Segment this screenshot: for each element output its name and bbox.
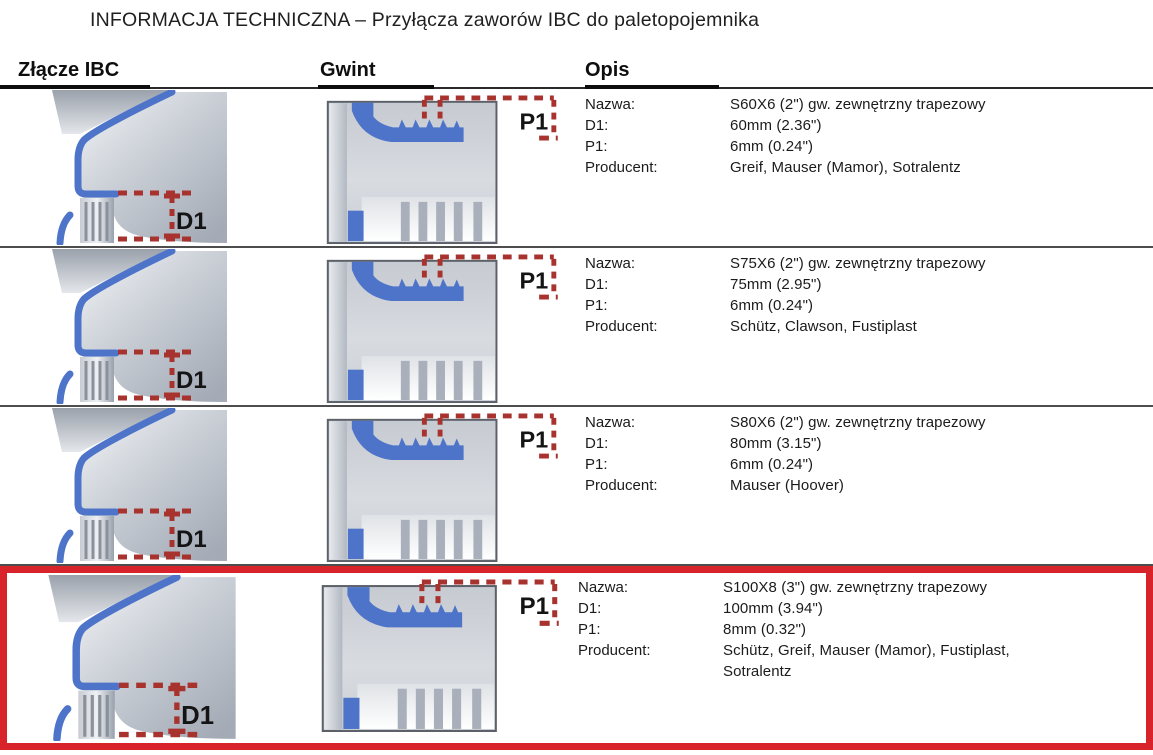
field-label-d1: D1: (585, 117, 609, 134)
field-label-producent: Producent: (585, 477, 658, 494)
field-value-producent: Schütz, Greif, Mauser (Mamor), Fustiplas… (723, 642, 1010, 680)
field-value-producent: Mauser (Hoover) (730, 477, 845, 494)
thread-drawing (326, 411, 562, 563)
field-label-nazwa: Nazwa: (578, 579, 629, 596)
field-label-p1: P1: (578, 621, 601, 638)
description-block: Nazwa: S60X6 (2") gw. zewnętrzny trapezow… (585, 94, 1145, 178)
field-value-nazwa: S80X6 (2") gw. zewnętrzny trapezowy (730, 414, 986, 431)
field-value-p1: 6mm (0.24") (730, 456, 814, 473)
column-header-zlacze-ibc: Złącze IBC (18, 59, 120, 81)
field-value-d1: 75mm (2.95") (730, 276, 822, 293)
header-rule (0, 87, 1153, 89)
field-value-d1: 80mm (3.15") (730, 435, 822, 452)
description-block: Nazwa: S100X8 (3") gw. zewnętrzny trapezo… (578, 577, 1138, 682)
thread-drawing (326, 252, 562, 404)
field-value-nazwa: S60X6 (2") gw. zewnętrzny trapezowy (730, 96, 986, 113)
field-value-p1: 6mm (0.24") (730, 297, 814, 314)
ibc-connector-drawing (22, 90, 227, 245)
ibc-connector-drawing (22, 408, 227, 563)
field-value-producent: Schütz, Clawson, Fustiplast (730, 318, 917, 335)
field-label-d1: D1: (585, 435, 609, 452)
column-header-gwint: Gwint (320, 59, 376, 81)
field-label-p1: P1: (585, 456, 608, 473)
field-label-nazwa: Nazwa: (585, 255, 636, 272)
field-value-d1: 100mm (3.94") (723, 600, 823, 617)
header-rule-segment (318, 85, 434, 89)
table-row: Nazwa: S75X6 (2") gw. zewnętrzny trapezow… (0, 248, 1153, 407)
ibc-connector-drawing (22, 249, 227, 404)
column-header-opis: Opis (585, 59, 630, 81)
field-label-producent: Producent: (585, 318, 658, 335)
field-label-d1: D1: (585, 276, 609, 293)
field-label-producent: Producent: (585, 159, 658, 176)
description-block: Nazwa: S75X6 (2") gw. zewnętrzny trapezow… (585, 253, 1145, 337)
header-rule-segment (585, 85, 719, 89)
page-title: INFORMACJA TECHNICZNA – Przyłącza zaworó… (90, 9, 760, 31)
field-label-d1: D1: (578, 600, 602, 617)
field-value-d1: 60mm (2.36") (730, 117, 822, 134)
thread-drawing (321, 577, 563, 733)
field-label-p1: P1: (585, 297, 608, 314)
ibc-connector-drawing (15, 575, 237, 741)
header-rule-segment (0, 85, 150, 89)
field-value-nazwa: S75X6 (2") gw. zewnętrzny trapezowy (730, 255, 986, 272)
table-header: Złącze IBC Gwint Opis (0, 55, 1153, 89)
field-value-p1: 8mm (0.32") (723, 621, 807, 638)
field-label-producent: Producent: (578, 642, 651, 659)
field-label-p1: P1: (585, 138, 608, 155)
field-value-p1: 6mm (0.24") (730, 138, 814, 155)
field-value-producent: Greif, Mauser (Mamor), Sotralentz (730, 159, 961, 176)
description-block: Nazwa: S80X6 (2") gw. zewnętrzny trapezow… (585, 412, 1145, 496)
table-row: Nazwa: S80X6 (2") gw. zewnętrzny trapezow… (0, 407, 1153, 566)
table-row-highlighted: Nazwa: S100X8 (3") gw. zewnętrzny trapezo… (0, 566, 1153, 750)
field-value-nazwa: S100X8 (3") gw. zewnętrzny trapezowy (723, 579, 988, 596)
field-label-nazwa: Nazwa: (585, 414, 636, 431)
thread-drawing (326, 93, 562, 245)
field-label-nazwa: Nazwa: (585, 96, 636, 113)
table-row: Nazwa: S60X6 (2") gw. zewnętrzny trapezow… (0, 89, 1153, 248)
